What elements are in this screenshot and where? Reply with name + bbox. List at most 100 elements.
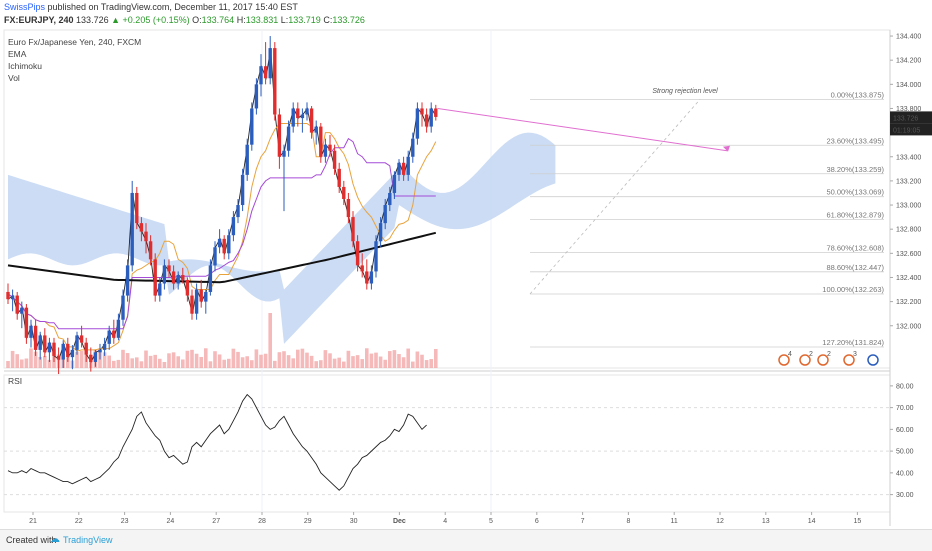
x-tick-label: 22 <box>75 518 83 525</box>
x-tick-label: 21 <box>29 518 37 525</box>
x-tick-label: Dec <box>393 518 406 525</box>
volume-bar <box>346 350 351 368</box>
candle-body <box>56 355 61 360</box>
last-price: 133.726 <box>76 15 109 25</box>
volume-bar <box>199 356 203 368</box>
candle-body <box>291 108 295 127</box>
candle-body <box>277 114 282 157</box>
indicator-label-series[interactable]: Euro Fx/Japanese Yen, 240, FXCM <box>8 37 142 47</box>
volume-bar <box>217 354 222 368</box>
low-value: 133.719 <box>288 15 321 25</box>
candle-body <box>10 295 15 300</box>
candle-body <box>268 48 272 79</box>
candle-body <box>360 265 364 272</box>
x-tick-label: 5 <box>489 518 493 525</box>
volume-bar <box>231 348 236 368</box>
candle-body <box>144 231 148 242</box>
candle-body <box>342 186 346 199</box>
volume-bar <box>236 351 240 368</box>
candle-body <box>208 265 213 292</box>
high-value: 133.831 <box>245 15 279 25</box>
volume-bar <box>259 354 263 368</box>
candle-body <box>420 108 424 115</box>
volume-bar <box>323 350 328 368</box>
last-price-tag-text: 133.726 <box>893 115 918 122</box>
candle-body <box>75 335 79 350</box>
x-tick-label: 29 <box>304 518 312 525</box>
publish-text: published on TradingView.com, December 1… <box>45 2 298 12</box>
candle-body <box>259 66 263 85</box>
footer-brand[interactable]: TradingView <box>63 535 113 545</box>
x-tick-label: 14 <box>808 518 816 525</box>
candle-body <box>102 343 107 350</box>
volume-bar <box>135 357 139 368</box>
author-link[interactable]: SwissPips <box>4 2 46 12</box>
volume-bar <box>66 357 70 368</box>
candle-body <box>263 66 268 79</box>
candle-body <box>240 174 245 206</box>
candle-body <box>171 271 176 284</box>
economic-event-icon <box>817 354 829 366</box>
x-tick-label: 27 <box>212 518 220 525</box>
candle-body <box>204 291 208 302</box>
volume-bar <box>222 359 226 368</box>
candle-body <box>84 342 88 355</box>
close-label: C: <box>323 15 333 25</box>
candle-body <box>378 223 383 242</box>
candle-body <box>121 295 125 320</box>
candle-body <box>429 108 433 127</box>
economic-event-icon <box>778 354 790 366</box>
volume-bar <box>24 358 29 368</box>
rsi-label[interactable]: RSI <box>8 376 23 386</box>
rsi-panel-frame <box>3 374 891 513</box>
indicator-label-ichimoku[interactable]: Ichimoku <box>8 61 43 71</box>
rsi-line <box>7 393 427 491</box>
candle-body <box>222 238 226 254</box>
volume-bar <box>378 356 383 368</box>
fib-level-label: 0.00%(133.875) <box>831 90 885 99</box>
volume-bar <box>185 350 190 368</box>
candle-body <box>355 241 360 266</box>
x-tick-label: 24 <box>167 518 175 525</box>
candle-body <box>227 235 231 254</box>
price-tick-label: 132.800 <box>896 227 921 234</box>
candle-body <box>148 241 153 260</box>
economic-event-icon <box>867 354 879 366</box>
candle-body <box>300 114 305 119</box>
volume-bar <box>383 359 387 368</box>
symbol-text: FX:EURJPY, 240 <box>4 15 74 25</box>
candle-body <box>323 144 328 157</box>
volume-bar <box>277 352 282 368</box>
candle-body <box>130 192 134 266</box>
x-tick-label: 11 <box>671 518 678 525</box>
volume-bar <box>79 350 84 368</box>
candle-body <box>434 108 438 117</box>
indicator-label-ema[interactable]: EMA <box>8 49 27 59</box>
volume-bar <box>213 351 217 368</box>
projection-arrow-line <box>437 107 728 152</box>
volume-bar <box>158 358 162 368</box>
candle-body <box>369 271 374 284</box>
economic-event-count: 4 <box>788 351 792 358</box>
volume-bar <box>208 361 213 368</box>
candle-body <box>424 114 429 127</box>
indicator-label-vol[interactable]: Vol <box>8 73 20 83</box>
volume-bar <box>227 358 231 368</box>
volume-bar <box>434 348 438 368</box>
volume-bar <box>167 353 171 368</box>
candle-body <box>158 283 162 296</box>
volume-bar <box>268 313 272 368</box>
volume-bar <box>121 349 125 368</box>
volume-bar <box>342 361 346 368</box>
close-value: 133.726 <box>332 15 365 25</box>
candle-body <box>392 174 397 193</box>
volume-bar <box>116 359 121 368</box>
volume-bar <box>397 354 401 368</box>
volume-bar <box>374 352 378 368</box>
candle-body <box>29 325 33 338</box>
volume-bar <box>291 358 295 368</box>
volume-bar <box>112 360 116 368</box>
volume-bar <box>176 356 180 368</box>
price-tick-label: 134.000 <box>896 82 921 89</box>
volume-bar <box>250 360 254 368</box>
